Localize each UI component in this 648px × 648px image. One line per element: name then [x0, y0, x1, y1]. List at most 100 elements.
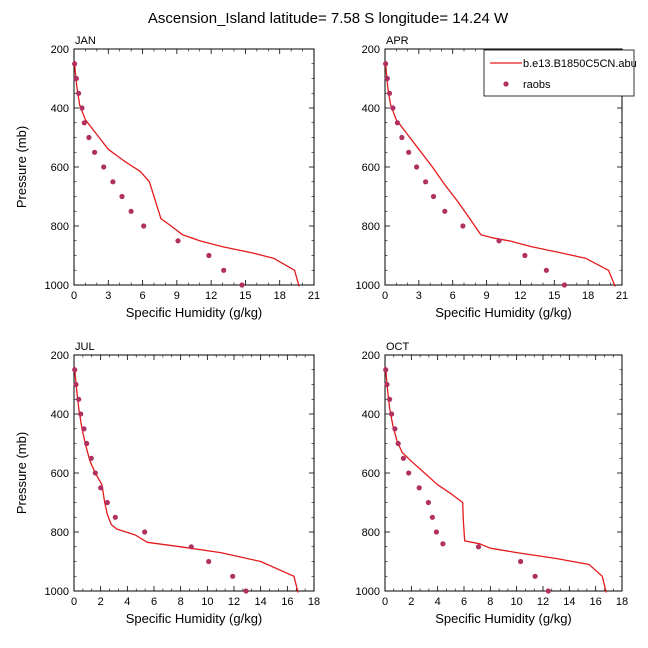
raobs-point: [496, 238, 502, 244]
raobs-point: [423, 179, 429, 185]
raobs-point: [532, 573, 538, 579]
x-tick-label: 18: [274, 290, 286, 302]
x-tick-label: 8: [487, 596, 493, 608]
plot-frame: [384, 354, 623, 592]
raobs-point: [389, 411, 395, 417]
raobs-point: [72, 367, 78, 373]
legend-obs-marker: [503, 81, 509, 87]
raobs-point: [440, 541, 446, 547]
x-tick-label: 18: [308, 596, 320, 608]
raobs-point: [141, 223, 147, 229]
y-tick-label: 1000: [45, 586, 69, 598]
legend-model-label: b.e13.B1850C5CN.abu: [523, 58, 637, 70]
raobs-point: [188, 544, 194, 550]
raobs-point: [399, 134, 405, 141]
raobs-point: [406, 470, 412, 476]
raobs-point: [383, 61, 389, 67]
x-tick-label: 0: [382, 596, 388, 608]
model-line-jan: [73, 60, 300, 287]
y-tick-label: 200: [362, 44, 380, 56]
x-tick-label: 6: [450, 290, 456, 302]
x-tick-label: 6: [151, 596, 157, 608]
raobs-point: [81, 426, 87, 432]
raobs-point: [230, 573, 236, 579]
panel-oct: 0 2 4 6 8 10 12 14 16 18 200 400 600 800 1000 OCT Specif…: [356, 341, 629, 626]
panel-label-apr: APR: [386, 35, 409, 47]
panel-jan: 0 3 6 9 12 15 18 21 200 400 600 800 1000 JAN Specific …: [14, 35, 320, 320]
panel-jul: 0 2 4 6 8 10 12 14 16 18 200 400 600 800 1000 JUL Specif…: [14, 341, 320, 626]
x-tick-label: 0: [382, 290, 388, 302]
x-tick-label: 16: [281, 596, 293, 608]
y-tick-label: 1000: [45, 280, 69, 292]
x-tick-label: 4: [124, 596, 130, 608]
y-tick-label: 1000: [356, 280, 380, 292]
raobs-point: [98, 485, 104, 491]
y-tick-label: 600: [362, 162, 380, 174]
x-tick-label: 21: [308, 290, 320, 302]
raobs-point: [433, 529, 439, 535]
legend-box: [483, 49, 635, 97]
x-tick-label: 12: [537, 596, 549, 608]
raobs-point: [392, 426, 398, 432]
raobs-point: [386, 90, 393, 96]
raobs-point: [384, 381, 390, 388]
x-tick-label: 3: [105, 290, 111, 302]
y-tick-label: 1000: [356, 586, 380, 598]
x-tick-label: 2: [408, 596, 414, 608]
x-tick-label: 9: [174, 290, 180, 302]
x-tick-label: 18: [582, 290, 594, 302]
raobs-point: [383, 367, 389, 373]
y-tick-label: 800: [51, 221, 69, 233]
raobs-point: [416, 485, 422, 491]
raobs-point: [395, 440, 401, 447]
plot-frame: [73, 354, 315, 592]
x-tick-label: 10: [511, 596, 523, 608]
y-tick-label: 200: [51, 350, 69, 362]
x-tick-label: 3: [416, 290, 422, 302]
raobs-point: [175, 238, 181, 244]
legend-obs-label: raobs: [523, 79, 551, 91]
x-tick-label: 6: [461, 596, 467, 608]
raobs-point: [545, 588, 551, 594]
x-tick-label: 14: [563, 596, 575, 608]
x-tick-label: 6: [140, 290, 146, 302]
panels: 0 3 6 9 12 15 18 21 200 4 0 0 600 800 1000 JAN Specific …: [14, 35, 628, 626]
x-tick-label: 21: [616, 290, 628, 302]
panel-label-jan: JAN: [75, 35, 96, 47]
x-tick-label: 12: [228, 596, 240, 608]
x-tick-label: 15: [239, 290, 251, 302]
raobs-point: [390, 105, 396, 111]
y-tick-label: 600: [51, 468, 69, 480]
x-tick-label: 4: [435, 596, 441, 608]
raobs-point: [88, 455, 94, 461]
model-line-apr: [384, 60, 616, 287]
y-tick-label: 200: [362, 350, 380, 362]
raobs-point: [104, 499, 110, 506]
raobs-point: [78, 411, 84, 417]
x-tick-label: 2: [98, 596, 104, 608]
raobs-point: [406, 149, 412, 155]
raobs-point: [81, 120, 87, 126]
raobs-point: [414, 164, 420, 170]
raobs-point: [387, 396, 393, 402]
x-axis-title: Specific Humidity (g/kg): [435, 305, 572, 320]
raobs-point: [110, 179, 116, 185]
raobs-point: [92, 470, 98, 476]
y-tick-label: 800: [362, 527, 380, 539]
x-tick-label: 0: [71, 596, 77, 608]
raobs-point: [119, 193, 125, 200]
raobs-point: [429, 514, 435, 520]
raobs-point: [84, 440, 90, 447]
raobs-point: [400, 455, 406, 461]
x-tick-label: 16: [590, 596, 602, 608]
x-tick-label: 18: [616, 596, 628, 608]
raobs-point: [518, 558, 524, 565]
raobs-point: [112, 514, 118, 520]
x-tick-label: 0: [71, 290, 77, 302]
model-line-jul: [74, 366, 299, 593]
plot-frame: [73, 48, 315, 286]
panel-label-jul: JUL: [75, 341, 95, 353]
raobs-point: [460, 223, 466, 229]
raobs-point: [73, 381, 79, 388]
y-tick-label: 600: [362, 468, 380, 480]
